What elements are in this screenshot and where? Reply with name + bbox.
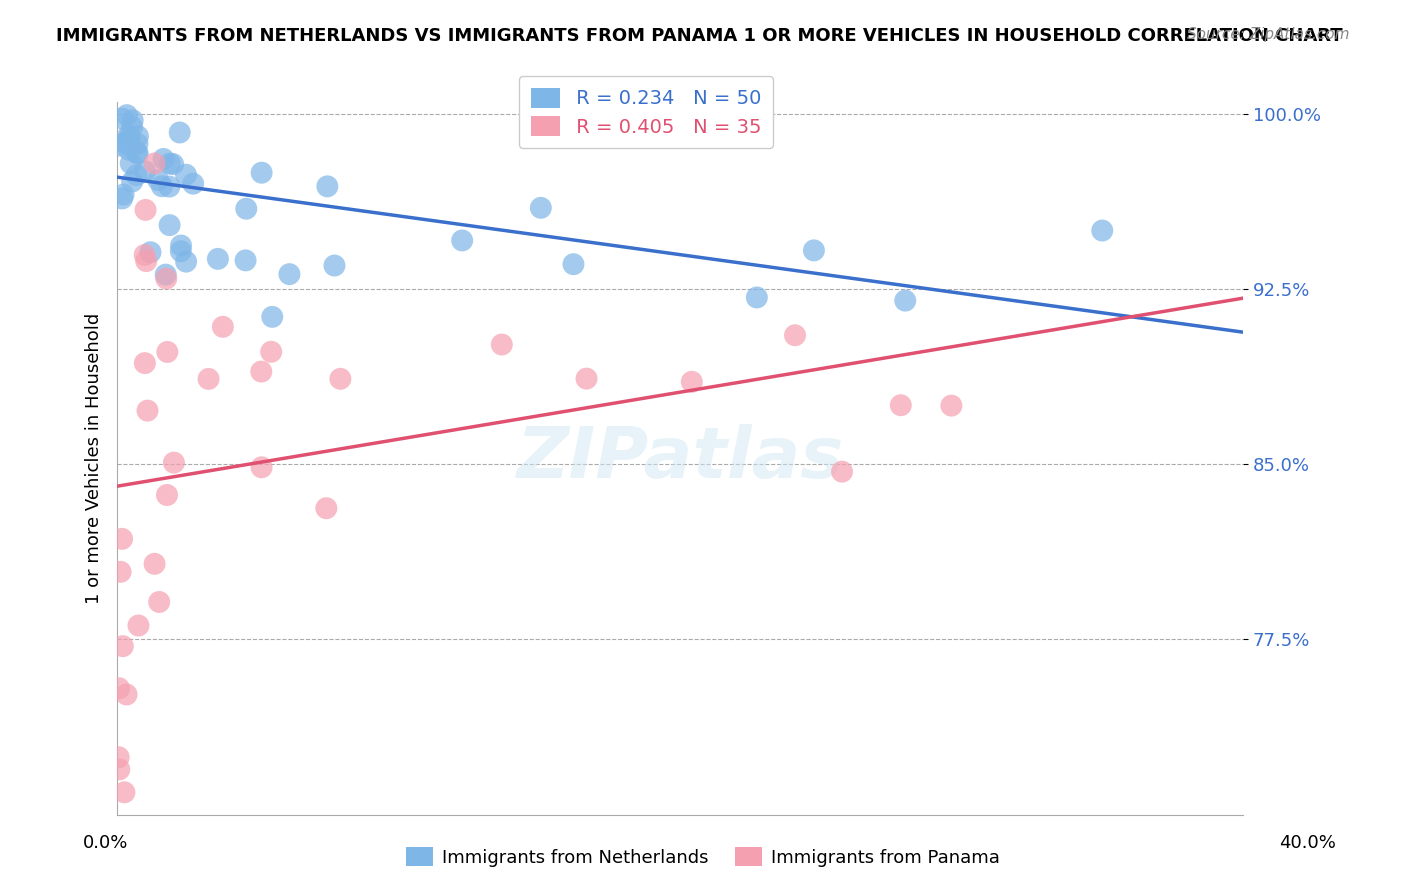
Point bbox=[121, 113, 143, 128]
Point bbox=[118, 143, 141, 157]
Point bbox=[156, 345, 179, 359]
Point bbox=[150, 179, 173, 194]
Point bbox=[136, 403, 159, 417]
Text: 40.0%: 40.0% bbox=[1279, 834, 1336, 852]
Point bbox=[174, 254, 197, 268]
Text: ZIPatlas: ZIPatlas bbox=[516, 424, 844, 492]
Point bbox=[1091, 223, 1114, 237]
Point bbox=[250, 460, 273, 475]
Point bbox=[143, 156, 166, 170]
Point bbox=[112, 785, 135, 799]
Point bbox=[118, 129, 141, 144]
Point bbox=[107, 750, 129, 764]
Point bbox=[148, 595, 170, 609]
Point bbox=[108, 138, 131, 153]
Point bbox=[135, 202, 157, 217]
Point bbox=[530, 201, 553, 215]
Point bbox=[235, 253, 257, 268]
Point bbox=[250, 166, 273, 180]
Point bbox=[890, 398, 912, 412]
Point bbox=[316, 179, 339, 194]
Point bbox=[681, 375, 703, 389]
Point bbox=[110, 565, 132, 579]
Point bbox=[181, 177, 204, 191]
Point bbox=[159, 218, 181, 232]
Point bbox=[262, 310, 284, 324]
Point bbox=[114, 136, 136, 150]
Point bbox=[111, 112, 134, 126]
Point bbox=[155, 271, 177, 285]
Point bbox=[127, 618, 149, 632]
Point bbox=[212, 319, 235, 334]
Point bbox=[323, 259, 346, 273]
Point bbox=[235, 202, 257, 216]
Point bbox=[162, 157, 184, 171]
Point bbox=[134, 164, 156, 178]
Point bbox=[152, 152, 174, 166]
Text: 0.0%: 0.0% bbox=[83, 834, 128, 852]
Point bbox=[155, 268, 177, 282]
Point bbox=[329, 372, 352, 386]
Point bbox=[451, 234, 474, 248]
Text: IMMIGRANTS FROM NETHERLANDS VS IMMIGRANTS FROM PANAMA 1 OR MORE VEHICLES IN HOUS: IMMIGRANTS FROM NETHERLANDS VS IMMIGRANT… bbox=[56, 27, 1343, 45]
Point bbox=[157, 179, 180, 194]
Point bbox=[121, 120, 143, 134]
Point bbox=[159, 156, 181, 170]
Point bbox=[783, 328, 806, 343]
Point bbox=[127, 136, 149, 151]
Point bbox=[115, 688, 138, 702]
Point bbox=[174, 168, 197, 182]
Text: Source: ZipAtlas.com: Source: ZipAtlas.com bbox=[1187, 27, 1350, 42]
Point bbox=[143, 557, 166, 571]
Point bbox=[803, 244, 825, 258]
Point bbox=[117, 128, 139, 143]
Point bbox=[575, 371, 598, 385]
Point bbox=[108, 681, 131, 696]
Point bbox=[156, 488, 179, 502]
Point bbox=[207, 252, 229, 266]
Point bbox=[115, 108, 138, 122]
Point bbox=[134, 356, 156, 370]
Point bbox=[112, 187, 135, 202]
Legend: Immigrants from Netherlands, Immigrants from Panama: Immigrants from Netherlands, Immigrants … bbox=[398, 840, 1008, 874]
Point bbox=[117, 135, 139, 149]
Point bbox=[111, 191, 134, 205]
Point bbox=[170, 244, 193, 259]
Point bbox=[127, 129, 149, 144]
Y-axis label: 1 or more Vehicles in Household: 1 or more Vehicles in Household bbox=[86, 313, 103, 604]
Point bbox=[831, 465, 853, 479]
Point bbox=[125, 145, 148, 160]
Point bbox=[745, 290, 768, 304]
Point bbox=[894, 293, 917, 308]
Point bbox=[120, 156, 142, 170]
Point bbox=[197, 372, 219, 386]
Point bbox=[941, 399, 963, 413]
Point bbox=[491, 337, 513, 351]
Point bbox=[111, 639, 134, 653]
Point bbox=[121, 175, 143, 189]
Point bbox=[170, 238, 193, 252]
Point bbox=[125, 168, 148, 182]
Point bbox=[260, 344, 283, 359]
Point bbox=[139, 245, 162, 260]
Point bbox=[562, 257, 585, 271]
Point bbox=[127, 146, 149, 161]
Point bbox=[111, 532, 134, 546]
Point bbox=[250, 365, 273, 379]
Point bbox=[163, 456, 186, 470]
Legend:  R = 0.234   N = 50,  R = 0.405   N = 35: R = 0.234 N = 50, R = 0.405 N = 35 bbox=[519, 76, 773, 148]
Point bbox=[134, 248, 156, 262]
Point bbox=[148, 173, 170, 187]
Point bbox=[278, 267, 301, 281]
Point bbox=[108, 763, 131, 777]
Point bbox=[315, 501, 337, 516]
Point bbox=[135, 254, 157, 268]
Point bbox=[169, 126, 191, 140]
